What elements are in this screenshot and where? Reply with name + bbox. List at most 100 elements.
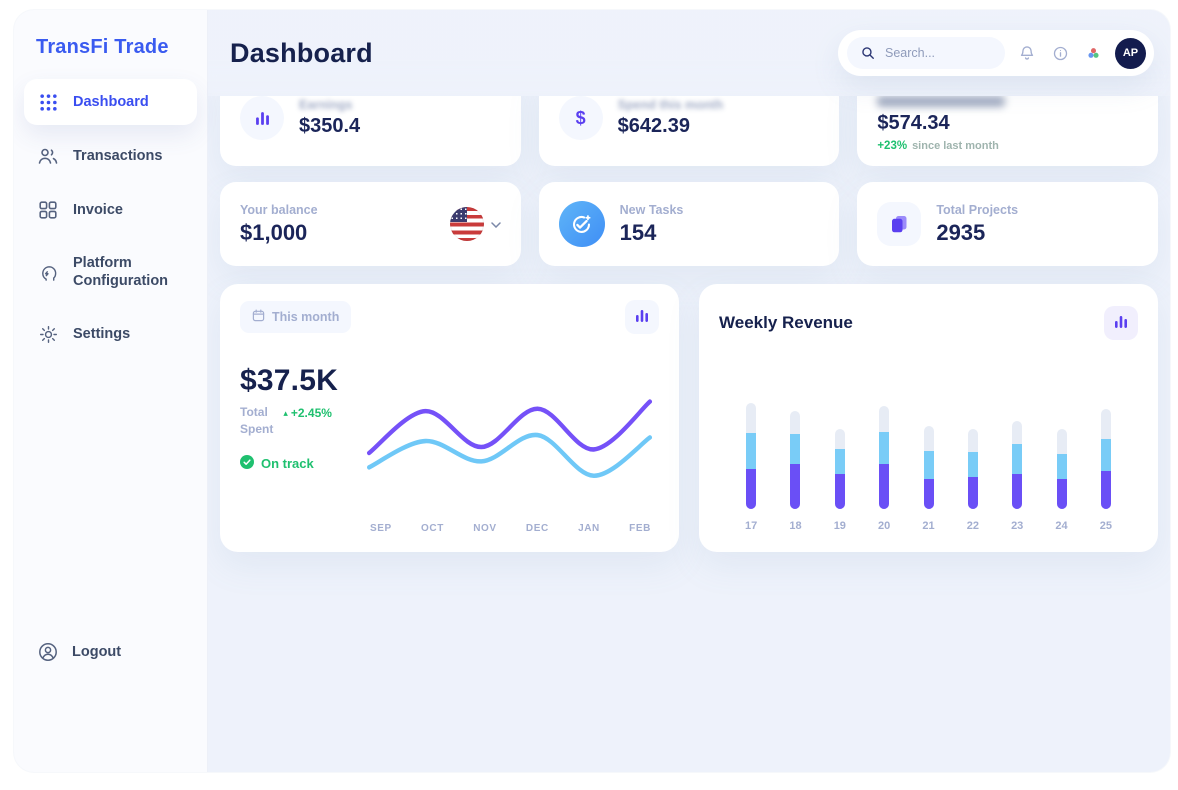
stat-label: Total Projects bbox=[936, 202, 1019, 217]
stat-label: New Tasks bbox=[619, 202, 684, 217]
bar-segment-sky bbox=[967, 452, 978, 477]
sidebar-item-platform-configuration[interactable]: Platform Configuration bbox=[24, 241, 197, 303]
stats-row-top: Earnings $350.4 $ Spend this month $642.… bbox=[220, 96, 1158, 166]
spend-line-chart bbox=[367, 399, 652, 479]
delta-row: +23% since last month bbox=[877, 140, 999, 152]
bar-column: 22 bbox=[967, 429, 979, 532]
bar-x-label: 17 bbox=[745, 520, 758, 532]
bar-segment-purple bbox=[1100, 471, 1111, 509]
sidebar-item-settings[interactable]: Settings bbox=[24, 311, 197, 357]
sidebar-item-transactions[interactable]: Transactions bbox=[24, 133, 197, 179]
blurred-label bbox=[877, 96, 1006, 107]
total-projects-card: Total Projects 2935 bbox=[857, 182, 1158, 266]
search-box[interactable] bbox=[847, 37, 1005, 69]
bar-segment-gray bbox=[879, 406, 890, 432]
stat-value: $350.4 bbox=[299, 115, 361, 137]
total-spent-value: $37.5K bbox=[240, 364, 338, 397]
bar-stack bbox=[746, 403, 757, 509]
line-series-sky bbox=[367, 432, 652, 479]
bar-x-label: 23 bbox=[1011, 520, 1024, 532]
total-spent-chart-card: This month $37.5K bbox=[220, 284, 679, 552]
charts-row: This month $37.5K bbox=[220, 284, 1158, 552]
x-axis-label: DEC bbox=[525, 523, 549, 534]
sidebar-nav: Dashboard Transactions Invoice Platform … bbox=[14, 79, 207, 357]
bar-column: 19 bbox=[834, 429, 846, 532]
logout-person-circle-icon bbox=[38, 642, 58, 662]
bar-segment-purple bbox=[746, 469, 757, 509]
bar-chart-icon bbox=[1114, 315, 1128, 332]
sidebar-item-invoice[interactable]: Invoice bbox=[24, 187, 197, 233]
spend-this-month-card: $ Spend this month $642.39 bbox=[538, 96, 840, 166]
bar-segment-purple bbox=[1012, 474, 1023, 509]
bar-segment-purple bbox=[1056, 479, 1067, 509]
people-icon bbox=[38, 146, 58, 166]
weekly-revenue-title: Weekly Revenue bbox=[719, 313, 853, 332]
sidebar-item-dashboard[interactable]: Dashboard bbox=[24, 79, 197, 125]
chevron-down-icon bbox=[490, 215, 501, 233]
triangle-up-icon: ▴ bbox=[283, 407, 288, 418]
growth-card: $574.34 +23% since last month bbox=[857, 96, 1158, 166]
sidebar-item-label: Dashboard bbox=[73, 93, 149, 110]
x-axis-label: FEB bbox=[629, 523, 651, 534]
top-header: Dashboard AP bbox=[208, 10, 1170, 96]
bar-column: 23 bbox=[1011, 421, 1023, 532]
stat-value: 2935 bbox=[936, 219, 986, 245]
spend-x-labels: SEP OCT NOV DEC JAN FEB bbox=[360, 521, 659, 534]
bar-stack bbox=[790, 411, 801, 509]
bar-chart-options-button[interactable] bbox=[1104, 306, 1138, 340]
avatar[interactable]: AP bbox=[1115, 37, 1146, 69]
bar-column: 17 bbox=[745, 403, 757, 532]
bar-segment-sky bbox=[746, 433, 757, 469]
bar-segment-purple bbox=[834, 474, 845, 509]
bar-stack bbox=[879, 406, 890, 509]
bar-column: 25 bbox=[1100, 409, 1112, 532]
gear-icon bbox=[38, 324, 58, 344]
x-axis-label: JAN bbox=[578, 523, 600, 534]
dashboard-content: Earnings $350.4 $ Spend this month $642.… bbox=[208, 96, 1170, 772]
bar-x-label: 20 bbox=[878, 520, 891, 532]
currency-selector[interactable] bbox=[449, 207, 501, 241]
bar-x-label: 24 bbox=[1055, 520, 1068, 532]
bar-segment-gray bbox=[1056, 429, 1067, 454]
x-axis-label: NOV bbox=[473, 523, 497, 534]
caption-line: Spent bbox=[240, 422, 274, 437]
bar-segment-sky bbox=[1056, 454, 1067, 479]
bell-icon[interactable] bbox=[1016, 42, 1038, 64]
bar-segment-sky bbox=[1012, 444, 1023, 474]
sidebar-item-label: Settings bbox=[73, 326, 131, 343]
this-month-filter-button[interactable]: This month bbox=[240, 301, 352, 333]
bar-segment-gray bbox=[1100, 409, 1111, 439]
line-chart-options-button[interactable] bbox=[625, 300, 659, 334]
sidebar-item-label: Transactions bbox=[73, 147, 163, 164]
bar-segment-sky bbox=[879, 432, 890, 464]
sidebar-item-label: Invoice bbox=[73, 201, 123, 218]
app-window: TransFi Trade Dashboard Transactions Inv… bbox=[14, 10, 1170, 772]
chip-label: This month bbox=[272, 310, 340, 324]
info-icon[interactable] bbox=[1049, 42, 1071, 64]
bar-x-label: 25 bbox=[1099, 520, 1112, 532]
search-input[interactable] bbox=[883, 45, 991, 61]
stat-value: $642.39 bbox=[617, 115, 690, 137]
spend-delta: ▴ +2.45% bbox=[283, 406, 332, 420]
bar-segment-gray bbox=[834, 429, 845, 449]
bar-x-label: 18 bbox=[789, 520, 802, 532]
squares-grid-icon bbox=[38, 200, 58, 220]
balance-card: Your balance $1,000 bbox=[220, 182, 521, 266]
delta-value: +2.45% bbox=[290, 406, 332, 420]
bar-segment-gray bbox=[967, 429, 978, 452]
earnings-card: Earnings $350.4 bbox=[220, 96, 521, 166]
bar-x-label: 19 bbox=[833, 520, 846, 532]
stat-value: 154 bbox=[619, 219, 657, 245]
bar-stack bbox=[967, 429, 978, 509]
stat-label: Spend this month bbox=[617, 98, 724, 112]
stat-value: $574.34 bbox=[877, 112, 950, 134]
bar-column: 24 bbox=[1055, 429, 1068, 532]
bar-segment-purple bbox=[790, 464, 801, 509]
dollar-icon: $ bbox=[558, 96, 603, 140]
logout-button[interactable]: Logout bbox=[14, 630, 207, 674]
theme-color-wheel-icon[interactable] bbox=[1082, 42, 1104, 64]
stat-label: Earnings bbox=[299, 98, 353, 112]
bar-segment-gray bbox=[1012, 421, 1023, 444]
status-label: On track bbox=[261, 455, 314, 471]
x-axis-label: OCT bbox=[421, 523, 444, 534]
